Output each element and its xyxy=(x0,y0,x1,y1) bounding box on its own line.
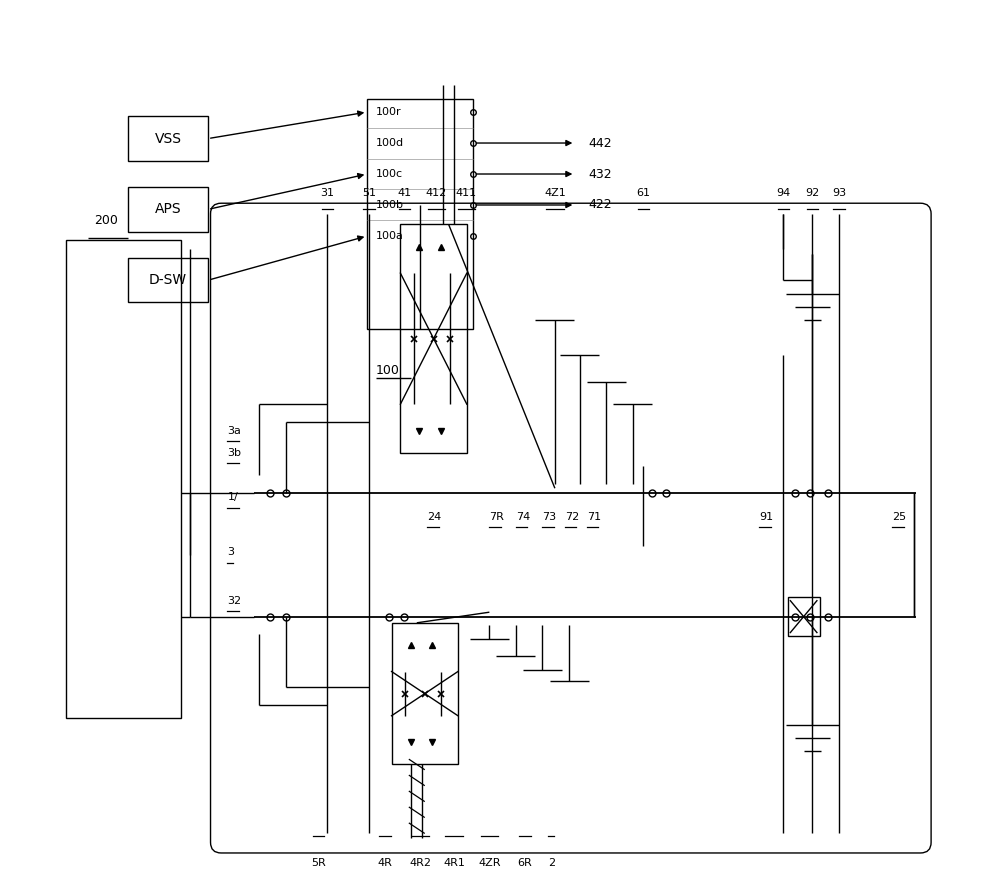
Text: 4R1: 4R1 xyxy=(443,859,465,868)
Text: 4R2: 4R2 xyxy=(409,859,431,868)
Text: 4Z1: 4Z1 xyxy=(544,188,566,198)
Bar xyxy=(128,258,208,303)
Bar xyxy=(788,597,820,636)
Text: 61: 61 xyxy=(636,188,650,198)
Text: 3: 3 xyxy=(227,547,234,557)
Text: 100c: 100c xyxy=(376,169,403,179)
Text: 73: 73 xyxy=(542,511,557,521)
Text: 100a: 100a xyxy=(376,231,404,241)
Text: 100d: 100d xyxy=(376,138,404,148)
Text: VSS: VSS xyxy=(155,131,182,146)
Text: 51: 51 xyxy=(362,188,376,198)
Text: 41: 41 xyxy=(397,188,411,198)
Text: 25: 25 xyxy=(892,511,906,521)
Text: 100b: 100b xyxy=(376,200,404,210)
Text: 94: 94 xyxy=(776,188,790,198)
Text: 3b: 3b xyxy=(227,448,241,458)
Bar xyxy=(400,225,467,453)
Bar xyxy=(66,241,181,718)
Text: 71: 71 xyxy=(587,511,601,521)
Text: 1/: 1/ xyxy=(227,492,238,502)
Text: 32: 32 xyxy=(227,596,241,606)
Text: 31: 31 xyxy=(320,188,334,198)
Text: 200: 200 xyxy=(94,214,118,227)
Text: 411: 411 xyxy=(456,188,477,198)
Text: 432: 432 xyxy=(589,168,612,180)
Text: 442: 442 xyxy=(589,137,612,149)
Text: 74: 74 xyxy=(516,511,530,521)
Text: 72: 72 xyxy=(565,511,579,521)
Text: APS: APS xyxy=(155,202,181,217)
Text: 93: 93 xyxy=(832,188,846,198)
Bar xyxy=(128,116,208,161)
Bar xyxy=(128,187,208,232)
Text: 2: 2 xyxy=(548,859,555,868)
Text: 3a: 3a xyxy=(227,425,241,436)
Text: 6R: 6R xyxy=(517,859,532,868)
Text: 24: 24 xyxy=(427,511,442,521)
Text: 92: 92 xyxy=(805,188,820,198)
Text: 7R: 7R xyxy=(489,511,504,521)
Text: 4R: 4R xyxy=(377,859,392,868)
Text: 412: 412 xyxy=(426,188,447,198)
Text: 5R: 5R xyxy=(311,859,326,868)
Bar xyxy=(392,622,458,765)
Bar xyxy=(367,99,473,329)
Text: 422: 422 xyxy=(589,199,612,211)
Text: D-SW: D-SW xyxy=(149,274,187,287)
Text: 100r: 100r xyxy=(376,107,402,117)
Text: 91: 91 xyxy=(759,511,773,521)
Text: 100: 100 xyxy=(376,364,400,377)
Text: 4ZR: 4ZR xyxy=(478,859,501,868)
